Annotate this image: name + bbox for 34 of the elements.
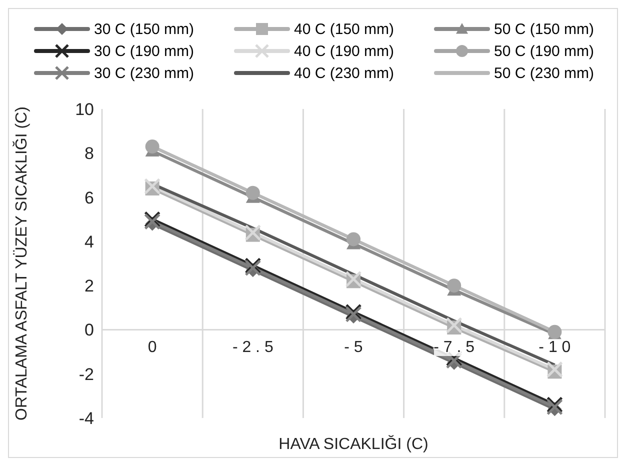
y-tick-label: 10: [75, 100, 94, 120]
legend-label: 50 C (190 mm): [494, 42, 594, 60]
x-tick-label: - 7 . 5: [434, 338, 475, 356]
y-tick-label: 0: [84, 320, 94, 340]
point: [548, 324, 562, 339]
x-axis-title: HAVA SICAKLIĞI (C): [278, 435, 428, 453]
legend-label: 40 C (190 mm): [294, 42, 394, 60]
legend-label: 50 C (150 mm): [494, 20, 594, 38]
point: [346, 232, 360, 246]
point: [144, 178, 161, 194]
y-tick-label: 8: [84, 144, 94, 164]
x-tick-label: - 2 . 5: [232, 338, 274, 356]
point: [446, 317, 462, 334]
point: [244, 224, 262, 241]
point: [345, 270, 362, 288]
y-tick-label: -4: [78, 409, 94, 428]
point: [246, 186, 260, 200]
legend-label: 30 C (230 mm): [94, 64, 194, 82]
legend-label: 40 C (230 mm): [294, 64, 394, 82]
y-tick-label: -2: [78, 364, 94, 384]
point: [145, 140, 160, 154]
y-axis-title: ORTALAMA ASFALT YÜZEY SICAKLIĞI (C): [12, 106, 31, 420]
point: [447, 278, 462, 293]
y-tick-label: 4: [84, 232, 94, 252]
legend-label: 30 C (150 mm): [94, 20, 194, 38]
legend-label: 50 C (230 mm): [494, 64, 594, 82]
y-tick-label: 2: [84, 276, 94, 296]
point: [546, 361, 563, 378]
legend-label: 30 C (190 mm): [94, 42, 194, 60]
legend-label: 40 C (150 mm): [294, 20, 394, 38]
x-tick-label: - 5: [344, 338, 363, 356]
x-tick-label: - 1 0: [538, 338, 571, 356]
x-tick-label: 0: [148, 338, 157, 356]
y-tick-label: 6: [84, 188, 94, 208]
